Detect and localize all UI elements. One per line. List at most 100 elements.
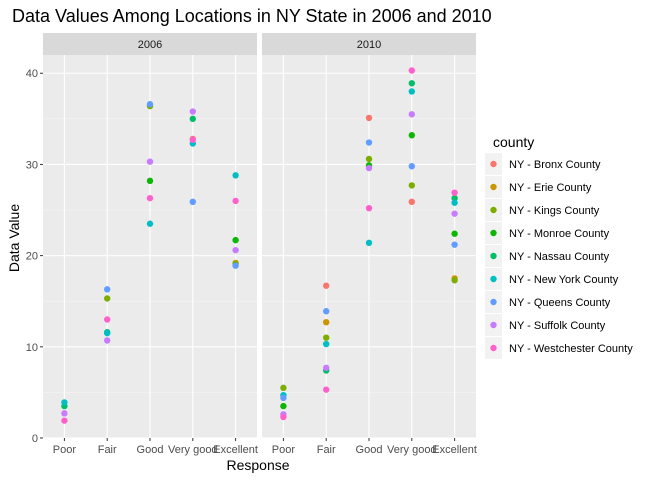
legend-label-ny-suffolk-county: NY - Suffolk County xyxy=(509,320,606,332)
legend-label-ny-new-york-county: NY - New York County xyxy=(509,274,619,286)
legend-marker-ny-suffolk-county xyxy=(490,321,497,329)
data-point-ny-westchester-county xyxy=(323,386,330,393)
x-tick-label: Fair xyxy=(98,444,117,456)
data-point-ny-suffolk-county xyxy=(232,246,239,254)
data-point-ny-nassau-county xyxy=(451,194,458,202)
data-point-ny-nassau-county xyxy=(408,80,415,87)
data-point-ny-queens-county xyxy=(280,394,287,402)
data-point-ny-monroe-county xyxy=(451,230,458,237)
data-point-ny-monroe-county xyxy=(232,236,239,244)
legend-label-ny-bronx-county: NY - Bronx County xyxy=(509,159,601,171)
legend-label-ny-monroe-county: NY - Monroe County xyxy=(509,228,610,240)
data-point-ny-monroe-county xyxy=(408,132,415,139)
data-point-ny-new-york-county xyxy=(232,172,239,179)
data-point-ny-queens-county xyxy=(451,241,458,248)
data-point-ny-queens-county xyxy=(365,139,373,146)
data-point-ny-new-york-county xyxy=(451,199,458,206)
legend-marker-ny-new-york-county xyxy=(490,275,497,283)
panel-2006: 2006 0 10 20 30 40 Poor Fair Good Very goodExcell… xyxy=(26,33,258,456)
x-tick-label: Good xyxy=(137,444,164,456)
data-point-ny-new-york-county xyxy=(365,239,373,247)
data-point-ny-westchester-county xyxy=(146,194,154,202)
data-point-ny-westchester-county xyxy=(280,413,287,421)
facet-strip-label: 2006 xyxy=(138,39,162,51)
legend-marker-ny-monroe-county xyxy=(490,229,497,237)
data-point-ny-westchester-county xyxy=(408,67,415,74)
data-point-ny-queens-county xyxy=(232,262,239,269)
data-point-ny-monroe-county xyxy=(146,177,154,185)
data-point-ny-monroe-county xyxy=(280,402,287,410)
data-point-ny-bronx-county xyxy=(365,114,373,122)
y-tick-label: 0 xyxy=(32,433,38,445)
data-point-ny-suffolk-county xyxy=(146,158,154,165)
x-tick-label: Excellent xyxy=(213,444,258,456)
data-point-ny-bronx-county xyxy=(408,198,415,206)
facet-strip xyxy=(262,33,476,55)
data-point-ny-new-york-county xyxy=(408,88,415,95)
data-point-ny-bronx-county xyxy=(323,282,330,289)
x-tick-label: Very good xyxy=(168,444,218,456)
legend-marker-ny-erie-county xyxy=(490,183,497,191)
legend-title: county xyxy=(493,134,534,150)
legend-marker-ny-westchester-county xyxy=(490,344,497,352)
data-point-ny-queens-county xyxy=(408,163,415,170)
data-point-ny-suffolk-county xyxy=(323,364,330,371)
legend-background xyxy=(481,155,659,360)
data-point-ny-erie-county xyxy=(323,318,330,326)
chart-title: Data Values Among Locations in NY State … xyxy=(12,6,492,26)
x-tick-label: Excellent xyxy=(432,444,477,456)
data-point-ny-new-york-county xyxy=(61,399,68,406)
data-point-ny-suffolk-county xyxy=(61,410,68,417)
data-point-ny-westchester-county xyxy=(104,316,111,323)
x-tick-label: Good xyxy=(356,444,383,456)
data-point-ny-queens-county xyxy=(146,101,154,108)
facet-strip xyxy=(43,33,257,55)
legend-label-ny-queens-county: NY - Queens County xyxy=(509,297,611,309)
legend-marker-ny-kings-county xyxy=(490,206,497,214)
data-point-ny-queens-county xyxy=(104,286,111,293)
data-point-ny-new-york-county xyxy=(146,220,154,227)
data-point-ny-kings-county xyxy=(365,155,373,163)
y-tick-label: 40 xyxy=(26,68,38,80)
y-tick-label: 30 xyxy=(26,159,38,171)
x-tick-label: Very good xyxy=(387,444,437,456)
data-point-ny-suffolk-county xyxy=(451,210,458,217)
data-point-ny-queens-county xyxy=(323,308,330,315)
data-point-ny-westchester-county xyxy=(365,205,373,212)
x-tick-label: Poor xyxy=(272,444,296,456)
legend-marker-ny-queens-county xyxy=(490,298,497,306)
data-point-ny-new-york-county xyxy=(104,329,111,337)
x-tick-label: Poor xyxy=(53,444,77,456)
data-point-ny-suffolk-county xyxy=(104,337,111,344)
legend-marker-ny-nassau-county xyxy=(490,252,497,260)
facet-strip-label: 2010 xyxy=(357,39,381,51)
y-tick-label: 10 xyxy=(26,342,38,354)
data-point-ny-queens-county xyxy=(189,198,196,206)
legend-label-ny-nassau-county: NY - Nassau County xyxy=(509,251,610,263)
data-point-ny-new-york-county xyxy=(323,340,330,348)
data-point-ny-suffolk-county xyxy=(189,108,196,115)
data-point-ny-westchester-county xyxy=(189,136,196,144)
data-point-ny-kings-county xyxy=(451,277,458,284)
data-point-ny-kings-county xyxy=(104,295,111,302)
x-tick-label: Fair xyxy=(317,444,336,456)
data-point-ny-nassau-county xyxy=(189,115,196,123)
data-point-ny-westchester-county xyxy=(232,197,239,205)
legend-label-ny-kings-county: NY - Kings County xyxy=(509,205,600,217)
data-point-ny-westchester-county xyxy=(451,189,458,196)
x-axis-title: Response xyxy=(226,457,289,473)
data-point-ny-suffolk-county xyxy=(365,164,373,172)
data-point-ny-kings-county xyxy=(280,384,287,392)
y-tick-label: 20 xyxy=(26,251,38,263)
legend-marker-ny-bronx-county xyxy=(490,160,497,168)
legend: county NY - Bronx County NY - Erie County… xyxy=(481,134,659,360)
data-point-ny-suffolk-county xyxy=(408,111,415,118)
data-point-ny-westchester-county xyxy=(61,417,68,424)
data-point-ny-kings-county xyxy=(323,334,330,341)
data-point-ny-kings-county xyxy=(408,182,415,189)
y-axis-title: Data Value xyxy=(6,204,22,272)
legend-label-ny-erie-county: NY - Erie County xyxy=(509,182,592,194)
